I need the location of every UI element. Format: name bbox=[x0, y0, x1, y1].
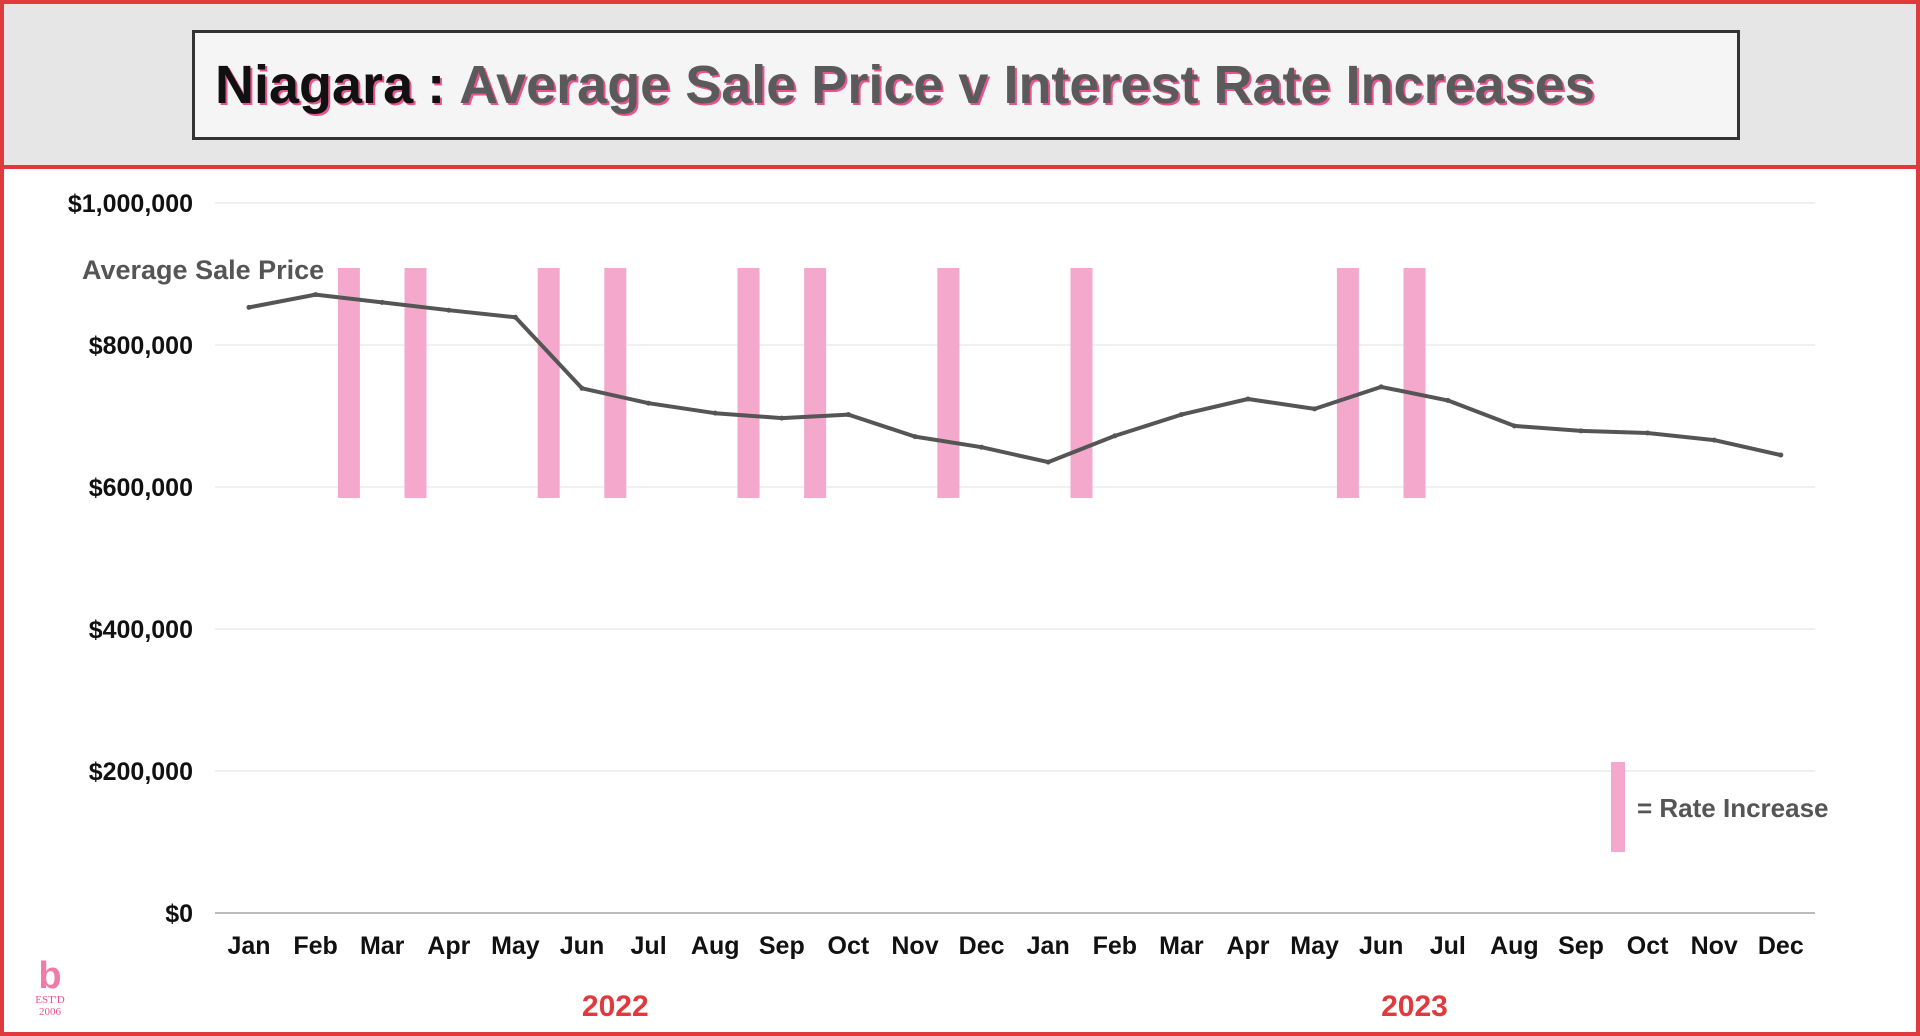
data-point bbox=[1112, 433, 1118, 439]
data-point bbox=[446, 307, 452, 313]
x-tick-label: Aug bbox=[1490, 932, 1539, 960]
x-tick-label: May bbox=[491, 932, 540, 960]
data-point bbox=[379, 299, 385, 305]
rate-increase-bar bbox=[1070, 268, 1093, 498]
data-point bbox=[845, 412, 851, 418]
data-point bbox=[712, 410, 718, 416]
title-separator: : bbox=[427, 55, 446, 115]
data-point bbox=[1045, 459, 1051, 465]
y-tick-label: $400,000 bbox=[89, 616, 193, 644]
data-point bbox=[1511, 423, 1517, 429]
data-point bbox=[579, 385, 585, 391]
rate-increase-bar bbox=[804, 268, 827, 498]
logo-subtitle: EST'D 2006 bbox=[35, 994, 65, 1018]
x-tick-label: Nov bbox=[891, 932, 938, 960]
rate-increase-bar bbox=[537, 268, 560, 498]
chart-title: Niagara : Average Sale Price v Interest … bbox=[192, 30, 1740, 140]
x-tick-label: Nov bbox=[1691, 932, 1738, 960]
x-tick-label: Jun bbox=[1359, 932, 1403, 960]
y-tick-label: $200,000 bbox=[89, 758, 193, 786]
x-tick-label: Apr bbox=[1226, 932, 1269, 960]
data-point bbox=[1711, 437, 1717, 443]
x-tick-label: Jul bbox=[631, 932, 667, 960]
x-tick-label: Mar bbox=[360, 932, 405, 960]
y-tick-label: $0 bbox=[165, 900, 193, 928]
rate-increase-bar bbox=[1403, 268, 1426, 498]
rate-increase-bar bbox=[404, 268, 427, 498]
x-tick-label: Jan bbox=[1027, 932, 1070, 960]
rate-increase-bar bbox=[337, 268, 360, 498]
data-point bbox=[512, 314, 518, 320]
x-tick-label: Dec bbox=[1758, 932, 1804, 960]
y-tick-label: $1,000,000 bbox=[68, 190, 193, 218]
x-tick-label: Apr bbox=[427, 932, 470, 960]
x-tick-label: Sep bbox=[1558, 932, 1604, 960]
data-point bbox=[1778, 452, 1784, 458]
data-point bbox=[779, 415, 785, 421]
data-point bbox=[1645, 430, 1651, 436]
year-label: 2023 bbox=[1381, 990, 1448, 1023]
legend-swatch bbox=[1611, 762, 1625, 852]
data-point bbox=[1378, 384, 1384, 390]
rate-increase-bar bbox=[604, 268, 627, 498]
series-label: Average Sale Price bbox=[82, 255, 324, 285]
data-point bbox=[979, 444, 985, 450]
rate-increase-bar bbox=[737, 268, 760, 498]
x-tick-label: Feb bbox=[1093, 932, 1137, 960]
x-tick-label: Jun bbox=[560, 932, 604, 960]
year-label: 2022 bbox=[582, 990, 649, 1023]
data-point bbox=[1578, 428, 1584, 434]
x-tick-label: Jul bbox=[1430, 932, 1466, 960]
x-tick-label: Sep bbox=[759, 932, 805, 960]
logo-mark: b bbox=[38, 955, 62, 997]
x-tick-label: Dec bbox=[959, 932, 1005, 960]
rate-increase-bar bbox=[937, 268, 960, 498]
x-tick-label: Aug bbox=[691, 932, 740, 960]
x-tick-label: Jan bbox=[227, 932, 270, 960]
data-point bbox=[313, 292, 319, 298]
brand-logo: b EST'D 2006 bbox=[26, 955, 74, 1018]
rate-increase-bar bbox=[1336, 268, 1359, 498]
data-point bbox=[246, 304, 252, 310]
x-tick-label: Mar bbox=[1159, 932, 1204, 960]
x-tick-label: Oct bbox=[828, 932, 870, 960]
data-point bbox=[1445, 397, 1451, 403]
x-tick-label: May bbox=[1290, 932, 1339, 960]
data-point bbox=[1312, 406, 1318, 412]
data-point bbox=[1178, 412, 1184, 418]
y-tick-label: $600,000 bbox=[89, 474, 193, 502]
x-tick-label: Oct bbox=[1627, 932, 1669, 960]
y-tick-label: $800,000 bbox=[89, 332, 193, 360]
data-point bbox=[1245, 396, 1251, 402]
title-text: Average Sale Price v Interest Rate Incre… bbox=[459, 55, 1595, 115]
data-point bbox=[912, 434, 918, 440]
series-line bbox=[247, 292, 1783, 465]
x-tick-label: Feb bbox=[293, 932, 337, 960]
data-point bbox=[646, 400, 652, 406]
legend-label: = Rate Increase bbox=[1637, 793, 1829, 823]
title-region: Niagara bbox=[215, 55, 414, 115]
